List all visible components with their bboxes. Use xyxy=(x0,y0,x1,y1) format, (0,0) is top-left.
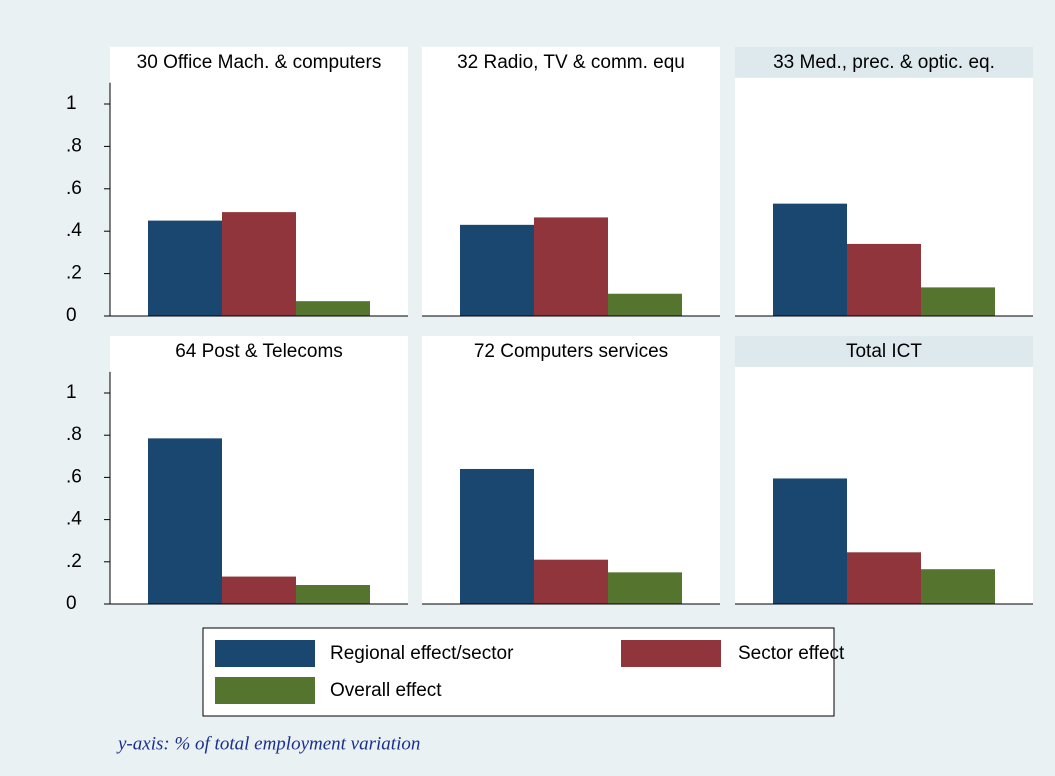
note: y-axis: % of total employment variation xyxy=(116,733,420,754)
legend-label: Regional effect/sector xyxy=(330,643,514,664)
bar xyxy=(148,220,222,316)
bar xyxy=(773,478,847,604)
panel-title-box xyxy=(735,46,1033,78)
bar xyxy=(460,224,534,316)
bar xyxy=(296,301,370,316)
panel-title: 32 Radio, TV & comm. equ xyxy=(457,52,685,73)
panel-title: 33 Med., prec. & optic. eq. xyxy=(773,52,995,73)
y-tick-label: .2 xyxy=(66,551,82,572)
legend-label: Sector effect xyxy=(738,643,845,664)
bar xyxy=(296,585,370,604)
legend-swatch xyxy=(215,640,315,667)
panel-title-box xyxy=(735,335,1033,367)
bar xyxy=(921,569,995,604)
y-tick-label: .6 xyxy=(66,466,82,487)
bar xyxy=(847,552,921,604)
bar xyxy=(222,212,296,316)
y-tick-label: 1 xyxy=(66,382,77,403)
legend-swatch xyxy=(215,677,315,704)
bar xyxy=(773,203,847,316)
y-tick-label: .4 xyxy=(66,509,82,530)
bar xyxy=(460,468,534,604)
legend-swatch xyxy=(621,640,721,667)
panel-title: 30 Office Mach. & computers xyxy=(137,52,382,73)
panel-title: 72 Computers services xyxy=(474,341,668,362)
y-tick-label: .2 xyxy=(66,263,82,284)
panel-title: Total ICT xyxy=(846,341,922,362)
bar xyxy=(921,287,995,316)
y-tick-label: .8 xyxy=(66,135,82,156)
bar xyxy=(608,293,682,316)
legend-label: Overall effect xyxy=(330,680,442,701)
bar xyxy=(534,559,608,604)
y-tick-label: 0 xyxy=(66,593,77,614)
bar xyxy=(608,572,682,604)
bar xyxy=(222,576,296,604)
y-tick-label: .4 xyxy=(66,220,82,241)
bar xyxy=(148,438,222,604)
bar xyxy=(534,217,608,316)
bar xyxy=(847,243,921,316)
y-tick-label: 1 xyxy=(66,93,77,114)
y-tick-label: .8 xyxy=(66,424,82,445)
panel-title: 64 Post & Telecoms xyxy=(175,341,343,362)
y-tick-label: .6 xyxy=(66,178,82,199)
y-tick-label: 0 xyxy=(66,305,77,326)
